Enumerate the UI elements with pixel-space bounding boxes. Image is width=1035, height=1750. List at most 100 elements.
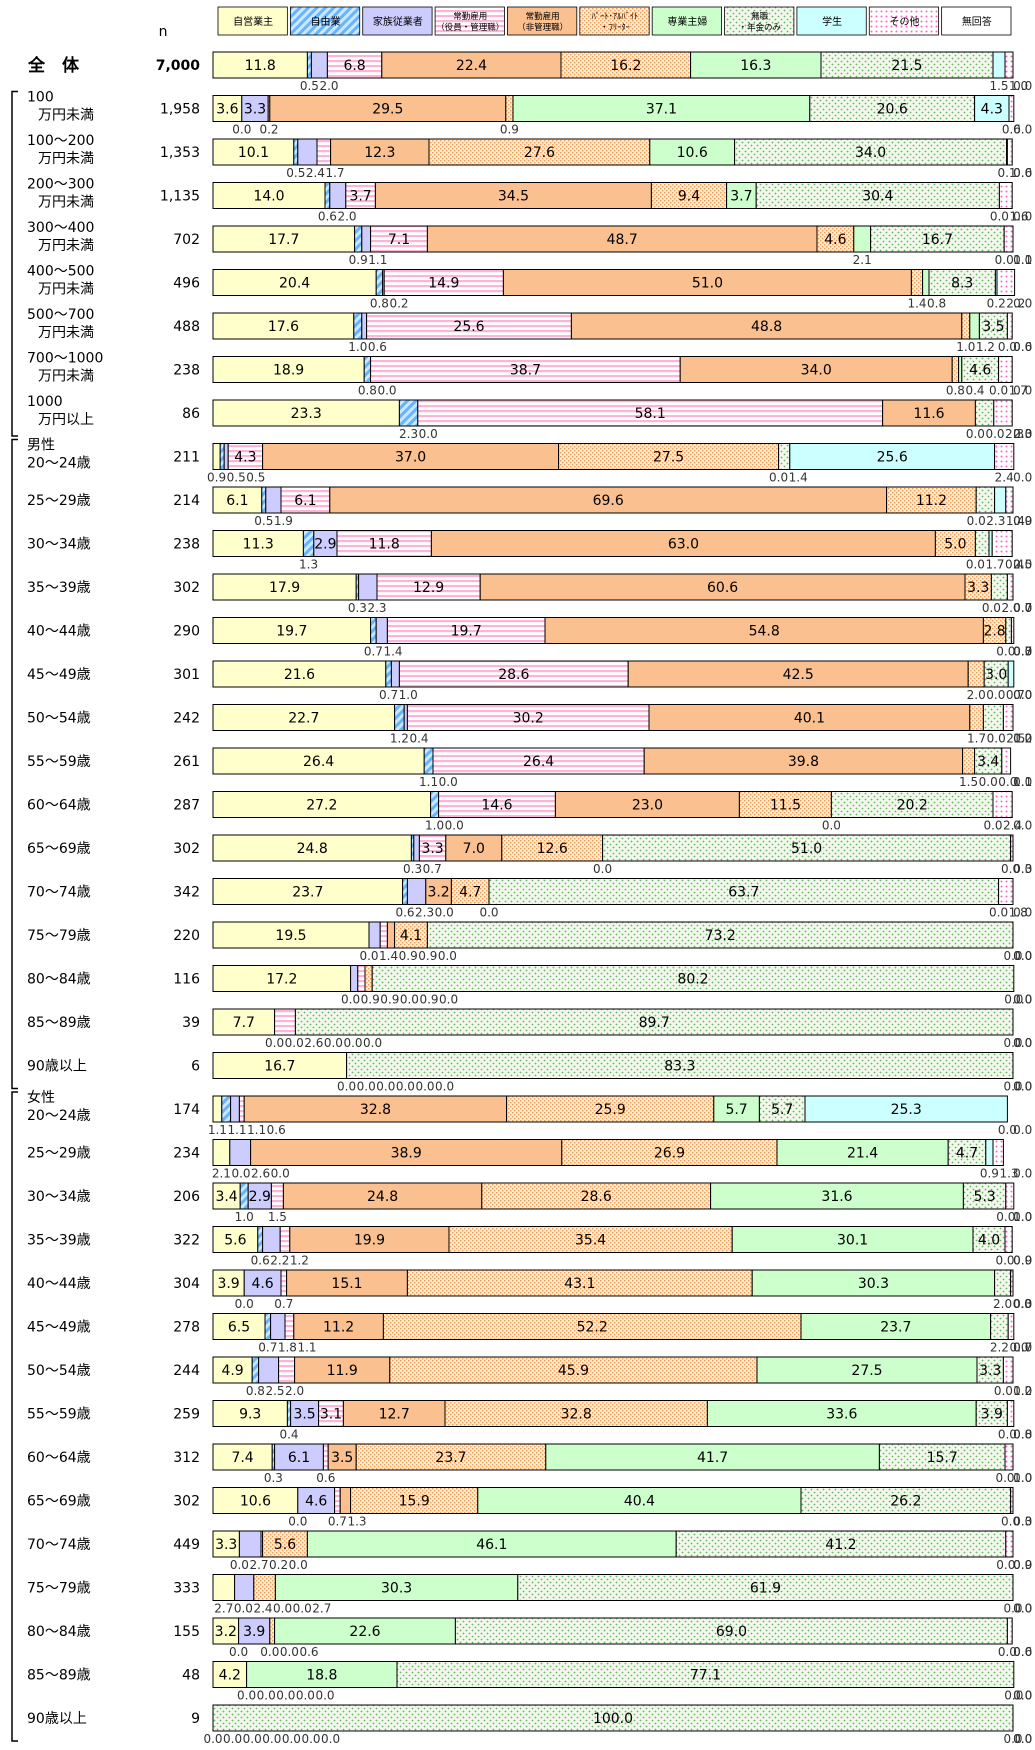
bar-segment bbox=[992, 791, 1013, 818]
bar-segment bbox=[270, 1313, 286, 1340]
bar-segment bbox=[264, 1313, 272, 1340]
bar-segment bbox=[223, 443, 229, 470]
data-label: 0.0 bbox=[1013, 471, 1032, 485]
bar-segment bbox=[286, 1269, 408, 1297]
data-label: 4.0 bbox=[978, 1233, 1000, 1249]
data-label: 0.0 bbox=[1013, 1602, 1032, 1616]
row-label: 100～200 bbox=[27, 133, 94, 149]
data-label: 0.3 bbox=[403, 862, 422, 876]
data-label: 0.0 bbox=[343, 1036, 362, 1050]
data-label: 0.0 bbox=[1013, 601, 1032, 615]
data-label: 0.9 bbox=[380, 993, 399, 1007]
data-label: 0.0 bbox=[438, 949, 457, 963]
data-label: 0.2 bbox=[987, 297, 1006, 311]
row-label: 700～1000 bbox=[27, 351, 103, 367]
row-label: 万円以上 bbox=[38, 412, 94, 428]
bar-segment bbox=[994, 486, 1007, 514]
bar-segment bbox=[329, 182, 347, 209]
bar-segment bbox=[212, 1052, 348, 1079]
data-label: 0.0 bbox=[1013, 253, 1032, 267]
data-label: 0.0 bbox=[357, 1080, 376, 1094]
bar-segment bbox=[261, 486, 267, 514]
data-label: 0.0 bbox=[315, 1689, 334, 1703]
data-label: 1.0 bbox=[425, 819, 444, 833]
data-label: 3.4 bbox=[977, 754, 999, 770]
bar-segment bbox=[994, 1269, 1012, 1297]
bar-segment bbox=[778, 443, 791, 470]
bar-segment bbox=[964, 573, 992, 601]
data-label: 22.6 bbox=[349, 1624, 380, 1640]
bar-segment bbox=[270, 1182, 284, 1210]
data-label: 0.0 bbox=[1013, 645, 1032, 659]
data-label: 0.0 bbox=[822, 819, 841, 833]
bar-segment bbox=[212, 878, 404, 905]
data-label: 0.0 bbox=[1013, 819, 1032, 833]
row-label: 全 体 bbox=[27, 55, 80, 76]
data-label: 2.7 bbox=[249, 1558, 268, 1572]
bar-segment bbox=[212, 399, 400, 427]
table-row: 65～69歳 302 10.6 4.6 15.9 40.4 26.2 0.0 0.7 1.3 0.0… bbox=[27, 1487, 1032, 1529]
data-label: 2.0 bbox=[993, 1297, 1012, 1311]
bar-segment bbox=[234, 1574, 255, 1601]
data-label: 0.6 bbox=[1013, 340, 1032, 354]
bar-segment bbox=[330, 138, 430, 166]
data-label: 4.6 bbox=[969, 363, 991, 379]
data-label: 100.0 bbox=[593, 1711, 633, 1727]
data-label: 0.8 bbox=[370, 297, 389, 311]
legend-swatch bbox=[362, 6, 433, 36]
row-label: 万円未満 bbox=[38, 195, 94, 211]
bar-segment bbox=[262, 1226, 281, 1253]
data-label: 0.0 bbox=[280, 1645, 299, 1659]
data-label: 0.0 bbox=[293, 1602, 312, 1616]
row-n-value: 211 bbox=[173, 450, 200, 466]
data-label: 0.0 bbox=[324, 1036, 343, 1050]
bar-segment bbox=[357, 965, 366, 992]
bar-segment bbox=[346, 1052, 1014, 1079]
data-label: 12.3 bbox=[364, 145, 395, 161]
table-row: 35～39歳 322 5.6 19.9 35.4 30.1 4.0 0.6 2.2 1.2 0.00… bbox=[27, 1226, 1032, 1268]
data-label: 63.7 bbox=[728, 885, 759, 901]
bar-segment bbox=[212, 1356, 253, 1384]
data-label: 3.1 bbox=[320, 1407, 342, 1423]
data-label: 0.6 bbox=[267, 1123, 286, 1137]
row-n-value: 333 bbox=[173, 1581, 200, 1597]
row-n-value: 6 bbox=[191, 1059, 200, 1075]
data-label: 0.0 bbox=[998, 340, 1017, 354]
data-label: 0.5 bbox=[286, 166, 305, 180]
data-label: 0.7 bbox=[1013, 1341, 1032, 1355]
bar-segment bbox=[976, 1356, 1004, 1384]
data-label: 0.9 bbox=[500, 123, 519, 137]
data-label: 0.0 bbox=[273, 1602, 292, 1616]
data-label: 23.3 bbox=[291, 406, 322, 422]
row-label: 400～500 bbox=[27, 264, 94, 280]
legend-swatch bbox=[579, 6, 650, 36]
data-label: 0.0 bbox=[1013, 601, 1032, 615]
row-n-value: 206 bbox=[173, 1189, 200, 1205]
data-label: 1.1 bbox=[419, 775, 438, 789]
bar-segment bbox=[278, 1356, 296, 1384]
data-label: 35.4 bbox=[575, 1233, 606, 1249]
table-row: 55～59歳 261 26.4 26.4 39.8 3.41.1 0.0 1.5 0.0 0.01… bbox=[27, 747, 1032, 789]
bar-segment bbox=[820, 51, 994, 79]
bar-segment bbox=[294, 1008, 1014, 1036]
data-label: 30.1 bbox=[837, 1233, 868, 1249]
data-label: 8.3 bbox=[951, 276, 973, 292]
bar-segment bbox=[1004, 51, 1014, 79]
data-label: 37.0 bbox=[395, 450, 426, 466]
bar-segment bbox=[293, 138, 299, 166]
data-label: 7.1 bbox=[388, 232, 410, 248]
bar-segment bbox=[996, 269, 1016, 296]
bar-segment bbox=[212, 356, 365, 383]
data-label: 69.0 bbox=[716, 1624, 747, 1640]
bar-segment bbox=[1006, 138, 1013, 166]
data-label: 0.7 bbox=[379, 688, 398, 702]
data-label: 0.0 bbox=[966, 427, 985, 441]
bar-segment bbox=[280, 486, 331, 514]
data-label: 16.2 bbox=[610, 58, 641, 74]
data-label: 0.0 bbox=[1013, 1080, 1032, 1094]
data-label: 0.8 bbox=[1013, 1428, 1032, 1442]
bar-segment bbox=[212, 1704, 1014, 1732]
data-label: 0.5 bbox=[246, 471, 265, 485]
legend-label: （非管理職） bbox=[517, 22, 568, 33]
